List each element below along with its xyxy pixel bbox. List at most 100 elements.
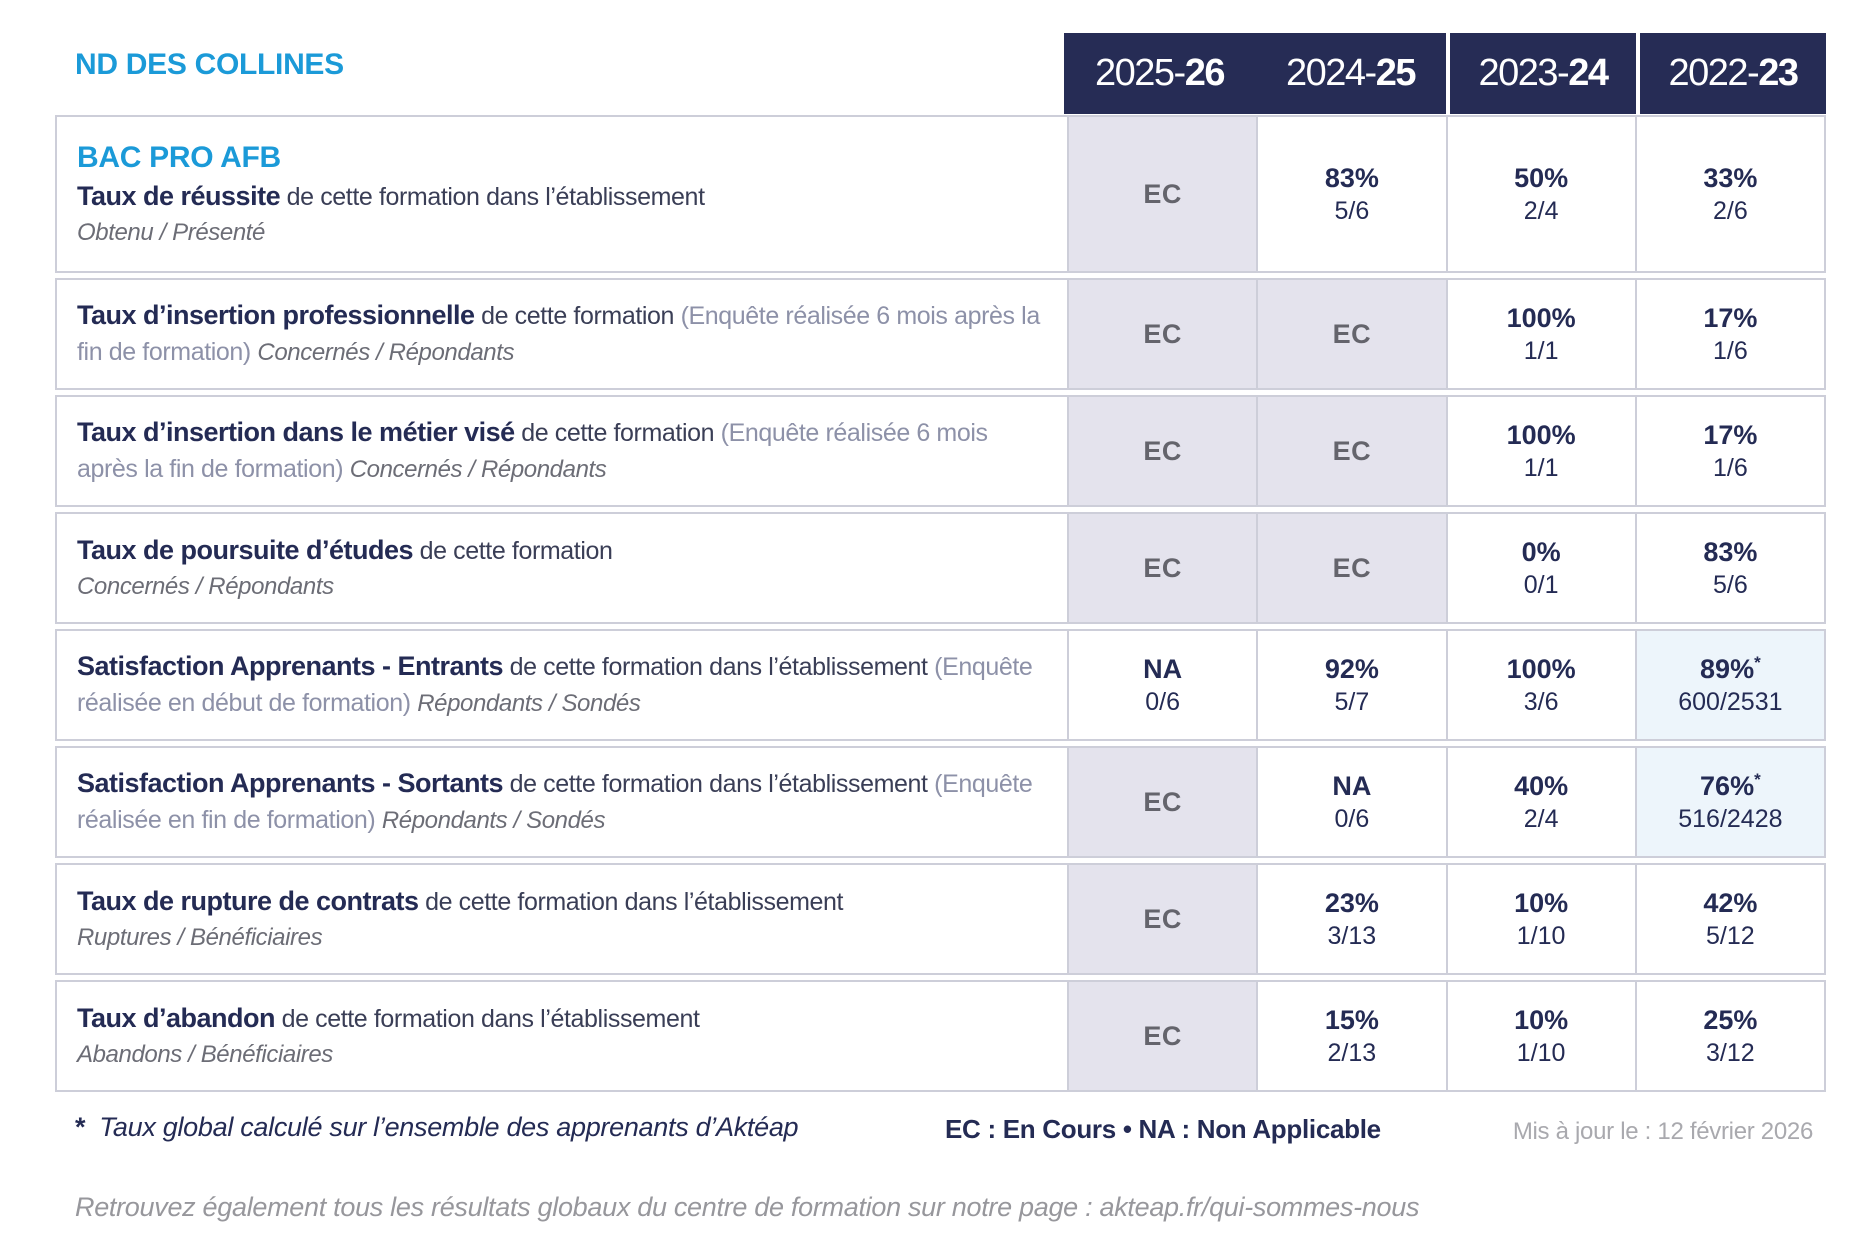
value-main: 40% bbox=[1514, 771, 1568, 801]
school-name: ND DES COLLINES bbox=[75, 48, 344, 81]
value-text: 17% bbox=[1703, 420, 1758, 450]
value-fraction: 5/6 bbox=[1334, 197, 1370, 225]
value-cell: EC bbox=[1067, 280, 1257, 388]
value-main: 42% bbox=[1703, 888, 1757, 918]
value-text: 40% bbox=[1514, 771, 1569, 801]
value-main: EC bbox=[1143, 436, 1182, 466]
value-cell: 76%* 516/2428 bbox=[1634, 748, 1824, 856]
row-values: EC 23% 3/13 10% 1/10 42% 5/12 bbox=[1067, 865, 1824, 973]
value-main: 92% bbox=[1325, 654, 1379, 684]
value-main: 76%* bbox=[1700, 771, 1761, 801]
value-cell: 100% 1/1 bbox=[1445, 397, 1635, 505]
value-main: 0% bbox=[1522, 537, 1561, 567]
value-text: 0% bbox=[1521, 537, 1561, 567]
value-text: EC bbox=[1143, 787, 1182, 817]
row-label-cell: Taux d’abandon de cette formation dans l… bbox=[57, 982, 1067, 1090]
asterisk-marker: * bbox=[1754, 653, 1761, 672]
value-cell: 92% 5/7 bbox=[1256, 631, 1446, 739]
value-main: EC bbox=[1143, 904, 1182, 934]
row-subtitle: Abandons / Bénéficiaires bbox=[77, 1040, 333, 1068]
value-main: 100% bbox=[1507, 654, 1576, 684]
year-header-cell: 2023-24 bbox=[1450, 33, 1636, 114]
row-title: Taux de réussite bbox=[77, 180, 281, 211]
row-subtitle: Concernés / Répondants bbox=[349, 456, 607, 483]
table-row: Satisfaction Apprenants - Entrants de ce… bbox=[55, 629, 1826, 741]
year-header-band: 2025-26 2024-25 2023-24 2022-23 bbox=[1064, 33, 1826, 114]
value-main: 25% bbox=[1703, 1005, 1757, 1035]
year-header-2024-25: 2024-25 bbox=[1286, 52, 1417, 95]
row-subtitle: Ruptures / Bénéficiaires bbox=[77, 923, 323, 951]
value-main: NA bbox=[1332, 771, 1371, 801]
value-main: 23% bbox=[1325, 888, 1379, 918]
value-cell: 83% 5/6 bbox=[1256, 117, 1446, 271]
value-main: EC bbox=[1333, 319, 1372, 349]
value-text: 83% bbox=[1324, 163, 1379, 193]
row-description: de cette formation dans l’établissement bbox=[286, 182, 705, 211]
value-fraction: 5/12 bbox=[1706, 922, 1755, 950]
value-fraction: 2/4 bbox=[1523, 805, 1559, 833]
value-cell: 15% 2/13 bbox=[1256, 982, 1446, 1090]
table-row: Taux d’insertion professionnelle de cett… bbox=[55, 278, 1826, 390]
value-text: 100% bbox=[1506, 303, 1576, 333]
year-prefix: 2022- bbox=[1668, 52, 1760, 94]
value-cell: 23% 3/13 bbox=[1256, 865, 1446, 973]
value-text: EC bbox=[1143, 436, 1182, 466]
row-description: de cette formation bbox=[419, 536, 613, 565]
row-description: de cette formation dans l’établissement bbox=[425, 887, 844, 916]
footnote-text: Taux global calculé sur l’ensemble des a… bbox=[99, 1112, 799, 1142]
value-text: EC bbox=[1332, 319, 1372, 349]
value-text: 33% bbox=[1703, 163, 1758, 193]
value-cell: EC bbox=[1067, 865, 1257, 973]
row-label-cell: Satisfaction Apprenants - Entrants de ce… bbox=[57, 631, 1067, 739]
value-fraction: 0/6 bbox=[1145, 688, 1180, 716]
value-cell: EC bbox=[1067, 117, 1257, 271]
value-fraction: 1/10 bbox=[1516, 1039, 1566, 1067]
value-main: 100% bbox=[1507, 420, 1576, 450]
value-text: EC bbox=[1143, 904, 1182, 934]
value-cell: 17% 1/6 bbox=[1634, 397, 1824, 505]
row-label-cell: Taux d’insertion professionnelle de cett… bbox=[57, 280, 1067, 388]
year-suffix: 24 bbox=[1568, 52, 1609, 94]
row-label-cell: Taux de rupture de contrats de cette for… bbox=[57, 865, 1067, 973]
value-fraction: 5/6 bbox=[1712, 571, 1748, 599]
value-main: NA bbox=[1143, 654, 1182, 684]
year-suffix: 26 bbox=[1184, 52, 1226, 94]
value-text: 23% bbox=[1324, 888, 1379, 918]
value-fraction: 1/10 bbox=[1516, 922, 1566, 950]
value-cell: 25% 3/12 bbox=[1634, 982, 1824, 1090]
table-row: Taux d’abandon de cette formation dans l… bbox=[55, 980, 1826, 1092]
value-fraction: 1/1 bbox=[1523, 337, 1559, 365]
value-text: 50% bbox=[1514, 163, 1569, 193]
row-label-cell: Satisfaction Apprenants - Sortants de ce… bbox=[57, 748, 1067, 856]
value-cell: 33% 2/6 bbox=[1634, 117, 1824, 271]
value-cell: NA 0/6 bbox=[1256, 748, 1446, 856]
value-fraction: 1/6 bbox=[1712, 337, 1748, 365]
value-text: 25% bbox=[1703, 1005, 1758, 1035]
row-values: EC EC 100% 1/1 17% 1/6 bbox=[1067, 280, 1824, 388]
value-fraction: 3/12 bbox=[1706, 1039, 1755, 1067]
last-updated: Mis à jour le : 12 février 2026 bbox=[1512, 1118, 1813, 1145]
table-row: Taux de poursuite d’études de cette form… bbox=[55, 512, 1826, 624]
row-values: EC NA 0/6 40% 2/4 76%* 516/2428 bbox=[1067, 748, 1824, 856]
value-main: 10% bbox=[1514, 888, 1568, 918]
asterisk-marker: * bbox=[75, 1112, 86, 1142]
year-suffix: 25 bbox=[1375, 52, 1417, 94]
row-survey-note: (Enquête réalisée en début de formation) bbox=[77, 653, 1033, 717]
row-description: de cette formation bbox=[521, 419, 715, 447]
value-cell: EC bbox=[1067, 397, 1257, 505]
row-subtitle: Répondants / Sondés bbox=[381, 807, 606, 834]
value-cell: 0% 0/1 bbox=[1445, 514, 1635, 622]
value-main: EC bbox=[1143, 553, 1182, 583]
value-main: 15% bbox=[1325, 1005, 1379, 1035]
value-text: EC bbox=[1143, 553, 1182, 583]
value-cell: 17% 1/6 bbox=[1634, 280, 1824, 388]
year-header-cell: 2022-23 bbox=[1640, 33, 1826, 114]
row-description: de cette formation bbox=[481, 302, 675, 330]
value-text: EC bbox=[1332, 553, 1372, 583]
value-fraction: 3/6 bbox=[1523, 688, 1559, 716]
value-text: 92% bbox=[1324, 654, 1379, 684]
value-fraction: 2/13 bbox=[1327, 1039, 1377, 1067]
year-header-2022-23: 2022-23 bbox=[1668, 52, 1799, 95]
row-description: de cette formation dans l’établissement bbox=[509, 770, 928, 798]
